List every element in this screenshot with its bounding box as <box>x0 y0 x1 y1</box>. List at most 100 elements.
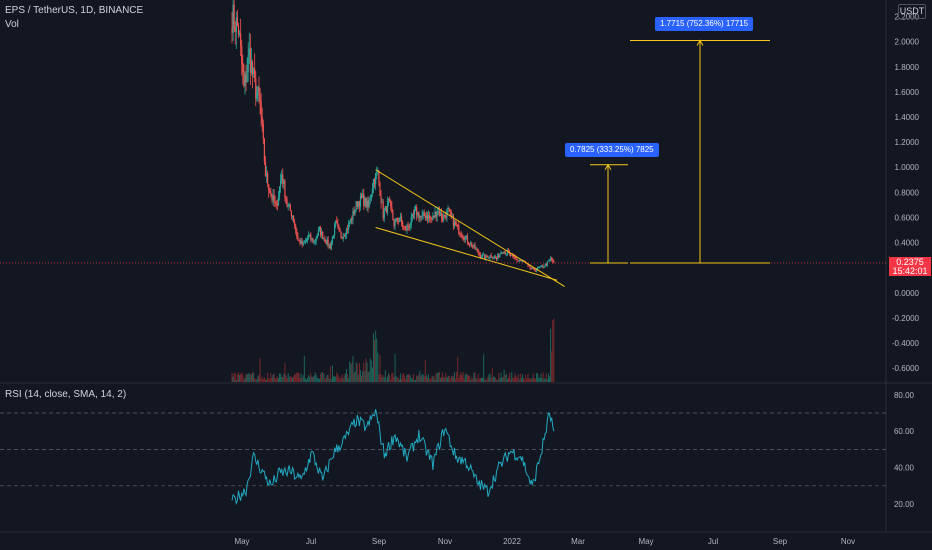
candle-body <box>470 242 472 245</box>
candle-body <box>364 197 366 206</box>
price-tick-label: -0.2000 <box>892 314 920 323</box>
candle-body <box>431 218 433 220</box>
volume-bar <box>371 367 373 382</box>
volume-bar <box>309 376 311 382</box>
volume-bar <box>453 372 455 382</box>
candle-body <box>430 217 432 219</box>
volume-bar <box>398 379 400 382</box>
volume-bar <box>547 373 549 382</box>
volume-bar <box>451 376 453 382</box>
candle-body <box>321 231 323 235</box>
volume-bar <box>428 374 430 382</box>
volume-bar <box>380 374 382 382</box>
volume-bar <box>372 333 374 382</box>
candle-body <box>263 138 265 162</box>
currency-unit[interactable]: USDT <box>898 4 926 19</box>
volume-bar <box>452 376 454 382</box>
volume-bar <box>384 370 386 382</box>
volume-bar <box>479 377 481 382</box>
candle-body <box>417 212 419 216</box>
volume-bar <box>532 373 534 382</box>
candle-body <box>473 244 475 247</box>
volume-bar <box>463 378 465 382</box>
time-tick-label: Sep <box>773 537 788 546</box>
candle-body <box>479 254 481 258</box>
volume-bar <box>331 365 333 382</box>
candle-body <box>493 256 496 258</box>
candle-body <box>425 215 427 219</box>
volume-bar <box>311 376 313 382</box>
volume-bar <box>495 377 497 382</box>
volume-bar <box>480 377 482 382</box>
volume-legend[interactable]: Vol <box>5 19 19 30</box>
candle-body <box>544 264 546 267</box>
volume-bar <box>347 374 349 382</box>
volume-bar <box>363 362 365 382</box>
volume-bar <box>312 377 314 382</box>
volume-bar <box>307 377 309 382</box>
price-tick-label: -0.6000 <box>892 364 920 373</box>
candle-body <box>390 201 392 207</box>
candle-body <box>437 211 439 212</box>
volume-bar <box>266 379 268 382</box>
volume-bar <box>512 377 514 382</box>
volume-bar <box>545 373 547 382</box>
volume-bar <box>449 378 451 382</box>
symbol-title[interactable]: EPS / TetherUS, 1D, BINANCE <box>5 5 144 16</box>
volume-bar <box>324 379 326 382</box>
candle-body <box>352 210 354 220</box>
time-tick-label: May <box>234 537 249 546</box>
volume-bar <box>361 375 363 382</box>
candle-body <box>449 209 451 212</box>
volume-bar <box>325 377 327 382</box>
volume-bar <box>411 378 413 382</box>
volume-bar <box>443 377 445 382</box>
measurement-label-2[interactable]: 1.7715 (752.36%) 17715 <box>655 17 754 31</box>
volume-bar <box>433 375 435 382</box>
candle-body <box>456 224 458 226</box>
candle-body <box>418 212 420 219</box>
volume-bar <box>546 379 548 382</box>
volume-bar <box>543 378 545 382</box>
volume-bar <box>334 376 336 382</box>
candle-body <box>391 206 393 213</box>
price-tick-label: -0.4000 <box>892 339 920 348</box>
volume-bar <box>529 378 531 382</box>
volume-bar <box>396 378 398 382</box>
candle-body <box>537 267 539 270</box>
volume-bar <box>357 374 359 382</box>
volume-bar <box>242 374 244 382</box>
price-tick-label: 2.0000 <box>895 38 920 47</box>
volume-bar <box>247 373 249 382</box>
volume-bar <box>241 372 243 382</box>
volume-bar <box>393 377 395 382</box>
candle-body <box>510 253 512 256</box>
candle-body <box>530 268 532 270</box>
volume-bar <box>250 374 252 382</box>
measurement-label-1[interactable]: 0.7825 (333.25%) 7825 <box>565 143 659 157</box>
candle-body <box>551 258 553 261</box>
volume-bar <box>349 361 351 382</box>
volume-bar <box>316 377 318 382</box>
volume-bar <box>473 372 475 382</box>
candle-body <box>396 217 398 221</box>
candle-body <box>294 221 296 227</box>
candle-body <box>434 211 436 218</box>
rsi-legend[interactable]: RSI (14, close, SMA, 14, 2) <box>5 389 127 400</box>
candle-body <box>453 221 456 227</box>
candle-body <box>270 193 272 196</box>
volume-bar <box>500 372 502 382</box>
price-tick-label: 1.2000 <box>895 138 920 147</box>
candle-body <box>527 263 529 266</box>
volume-bar <box>432 376 434 382</box>
volume-bar <box>354 371 356 382</box>
candle-body <box>513 255 515 257</box>
candle-body <box>256 92 258 99</box>
volume-bar <box>364 371 366 382</box>
candle-body <box>478 253 480 255</box>
candle-body <box>376 172 378 174</box>
volume-bar <box>273 373 275 382</box>
candle-body <box>452 216 454 227</box>
volume-bar <box>308 375 310 382</box>
